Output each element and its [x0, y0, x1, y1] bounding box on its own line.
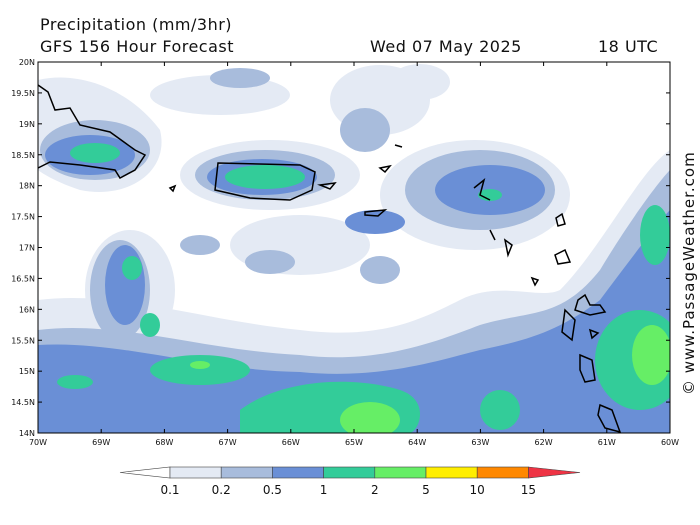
colorbar-end: [528, 466, 581, 479]
date: Wed 07 May 2025: [370, 37, 522, 56]
lon-label: 64W: [408, 438, 426, 447]
lat-label: 17.5N: [11, 213, 35, 222]
lon-label: 62W: [535, 438, 553, 447]
colorbar-segment: [272, 466, 324, 479]
colorbar-segment: [476, 466, 529, 479]
colorbar-label: 10: [470, 483, 485, 497]
time: 18 UTC: [598, 37, 658, 56]
lat-label: 16.5N: [11, 274, 35, 283]
title: Precipitation (mm/3hr): [40, 15, 232, 34]
lat-label: 15N: [19, 367, 35, 376]
precip-field: [38, 62, 670, 433]
colorbar-label: 5: [422, 483, 430, 497]
credit: © www.PassageWeather.com: [680, 151, 698, 395]
lon-label: 63W: [471, 438, 489, 447]
lon-label: 60W: [661, 438, 679, 447]
colorbar-segment: [425, 466, 478, 479]
lat-label: 16N: [19, 305, 35, 314]
lat-label: 14N: [19, 429, 35, 438]
colorbar-label: 2: [371, 483, 379, 497]
colorbar-start: [119, 466, 171, 479]
lat-label: 17N: [19, 244, 35, 253]
colorbar-segment: [374, 466, 427, 479]
lon-label: 65W: [345, 438, 363, 447]
lat-label: 18.5N: [11, 151, 35, 160]
colorbar-label: 15: [521, 483, 536, 497]
lon-label: 70W: [29, 438, 47, 447]
lon-label: 67W: [219, 438, 237, 447]
colorbar-label: 1: [320, 483, 328, 497]
colorbar-label: 0.5: [263, 483, 282, 497]
colorbar-label: 0.1: [160, 483, 179, 497]
colorbar-segment: [220, 466, 273, 479]
lat-label: 15.5N: [11, 336, 35, 345]
colorbar-segment: [169, 466, 222, 479]
lon-label: 68W: [155, 438, 173, 447]
colorbar-label: 0.2: [212, 483, 231, 497]
lon-label: 61W: [598, 438, 616, 447]
lon-label: 69W: [92, 438, 110, 447]
lat-label: 14.5N: [11, 398, 35, 407]
coastlines: [37, 84, 622, 434]
lat-label: 19N: [19, 120, 35, 129]
lon-label: 66W: [282, 438, 300, 447]
subtitle: GFS 156 Hour Forecast: [40, 37, 234, 56]
lat-label: 20N: [19, 58, 35, 67]
colorbar-segment: [323, 466, 376, 479]
lat-label: 19.5N: [11, 89, 35, 98]
lat-label: 18N: [19, 182, 35, 191]
